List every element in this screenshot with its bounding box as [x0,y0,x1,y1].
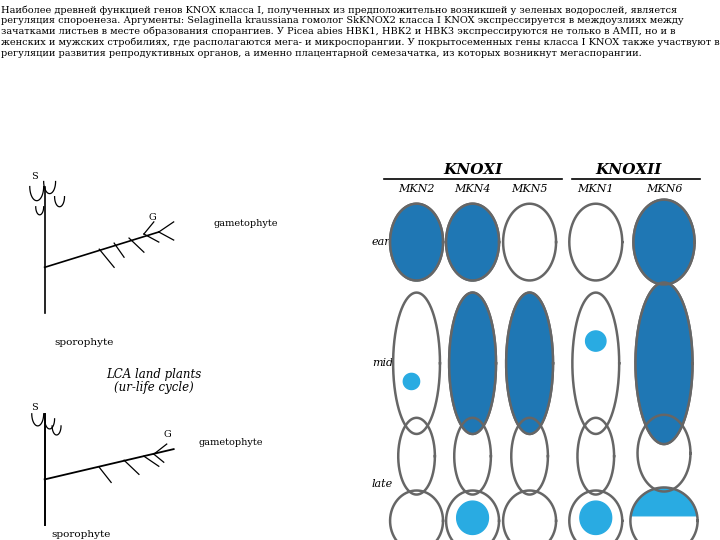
Text: MKN4: MKN4 [454,184,491,193]
Polygon shape [570,204,622,280]
Text: gametophyte: gametophyte [213,219,278,228]
Text: LCA land plants: LCA land plants [107,368,202,381]
Text: G: G [163,430,171,439]
Polygon shape [403,373,420,389]
Polygon shape [577,418,614,495]
Text: gametophyte: gametophyte [199,437,263,447]
Polygon shape [449,293,496,434]
Polygon shape [390,204,443,280]
Polygon shape [393,293,440,434]
Text: MKN1: MKN1 [577,184,614,193]
Polygon shape [390,242,443,280]
Polygon shape [570,490,622,540]
Polygon shape [390,490,443,540]
Polygon shape [580,501,612,535]
Polygon shape [390,204,443,280]
Text: MKN5: MKN5 [511,184,548,193]
Text: MKN6: MKN6 [646,184,683,193]
Polygon shape [449,293,496,434]
Text: sporophyte: sporophyte [55,338,114,347]
Polygon shape [636,282,693,353]
Polygon shape [449,354,496,373]
Polygon shape [503,490,556,540]
Text: sporophyte: sporophyte [52,530,111,539]
Polygon shape [446,490,499,540]
Polygon shape [446,242,499,280]
Text: mid: mid [372,358,393,368]
Polygon shape [634,200,695,285]
Polygon shape [456,501,488,535]
Text: Наиболее древней функцией генов KNOX класса I, полученных из предположительно во: Наиболее древней функцией генов KNOX кла… [1,5,719,58]
Text: S: S [32,172,38,181]
Polygon shape [635,200,693,230]
Polygon shape [446,204,499,280]
Polygon shape [503,204,556,280]
Polygon shape [398,418,435,495]
Polygon shape [446,204,499,280]
Text: S: S [32,403,38,411]
Polygon shape [454,418,491,495]
Polygon shape [636,282,693,444]
Text: G: G [149,213,157,222]
Polygon shape [506,293,553,434]
Text: (ur-life cycle): (ur-life cycle) [114,381,194,394]
Text: late: late [372,480,393,489]
Polygon shape [572,293,619,434]
Text: early: early [372,237,400,247]
Polygon shape [506,293,553,434]
Polygon shape [511,418,548,495]
Text: KNOXII: KNOXII [595,163,662,177]
Polygon shape [585,331,606,351]
Text: KNOXI: KNOXI [443,163,502,177]
Polygon shape [631,488,697,516]
Polygon shape [634,200,695,285]
Polygon shape [631,488,698,540]
Text: MKN2: MKN2 [398,184,435,193]
Polygon shape [506,356,553,370]
Polygon shape [636,282,693,444]
Polygon shape [637,415,690,491]
